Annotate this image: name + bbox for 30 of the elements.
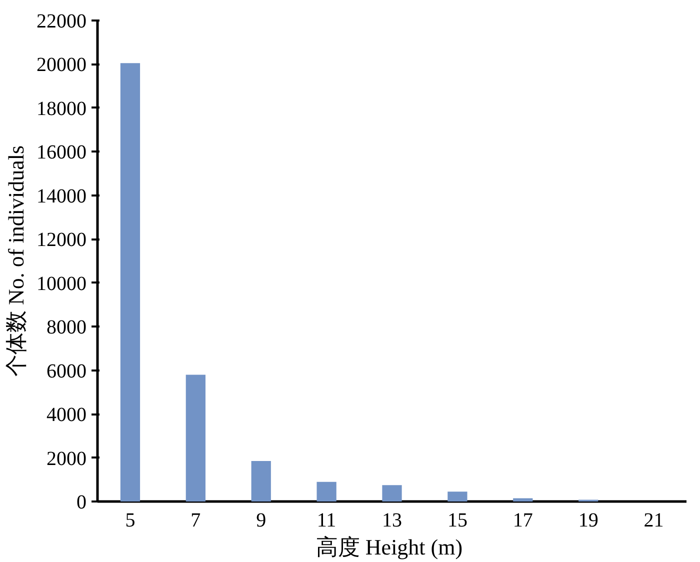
bar: [251, 461, 271, 502]
x-axis-title: 高度 Height (m): [316, 534, 463, 560]
x-tick-label: 7: [190, 510, 201, 532]
x-tick-label: 17: [512, 510, 533, 532]
y-tick-label: 12000: [36, 229, 86, 252]
x-tick-label: 19: [578, 510, 598, 532]
y-tick-label: 4000: [46, 404, 86, 426]
bar: [120, 63, 140, 502]
x-tick-label: 5: [125, 510, 136, 532]
y-tick-label: 8000: [46, 316, 86, 339]
y-tick-label: 6000: [46, 360, 86, 382]
y-tick-label: 22000: [36, 10, 86, 32]
y-tick-label: 20000: [36, 54, 86, 76]
y-tick-label: 16000: [36, 142, 86, 164]
y-axis-title: 个体数 No. of individuals: [4, 145, 28, 376]
y-tick-label: 18000: [36, 98, 86, 120]
x-tick-label: 9: [256, 510, 266, 532]
y-tick-label: 14000: [36, 185, 86, 208]
y-tick-label: 10000: [36, 272, 86, 295]
x-tick-label: 15: [447, 510, 468, 532]
y-tick-label: 0: [76, 492, 86, 514]
bar: [448, 492, 468, 502]
bar: [513, 498, 533, 502]
x-tick-label: 13: [382, 510, 402, 532]
y-tick-label: 2000: [46, 448, 86, 470]
x-tick-label: 11: [316, 510, 336, 532]
bar: [316, 482, 336, 502]
bar: [186, 374, 206, 502]
x-tick-label: 21: [644, 510, 664, 532]
bar: [382, 485, 402, 502]
